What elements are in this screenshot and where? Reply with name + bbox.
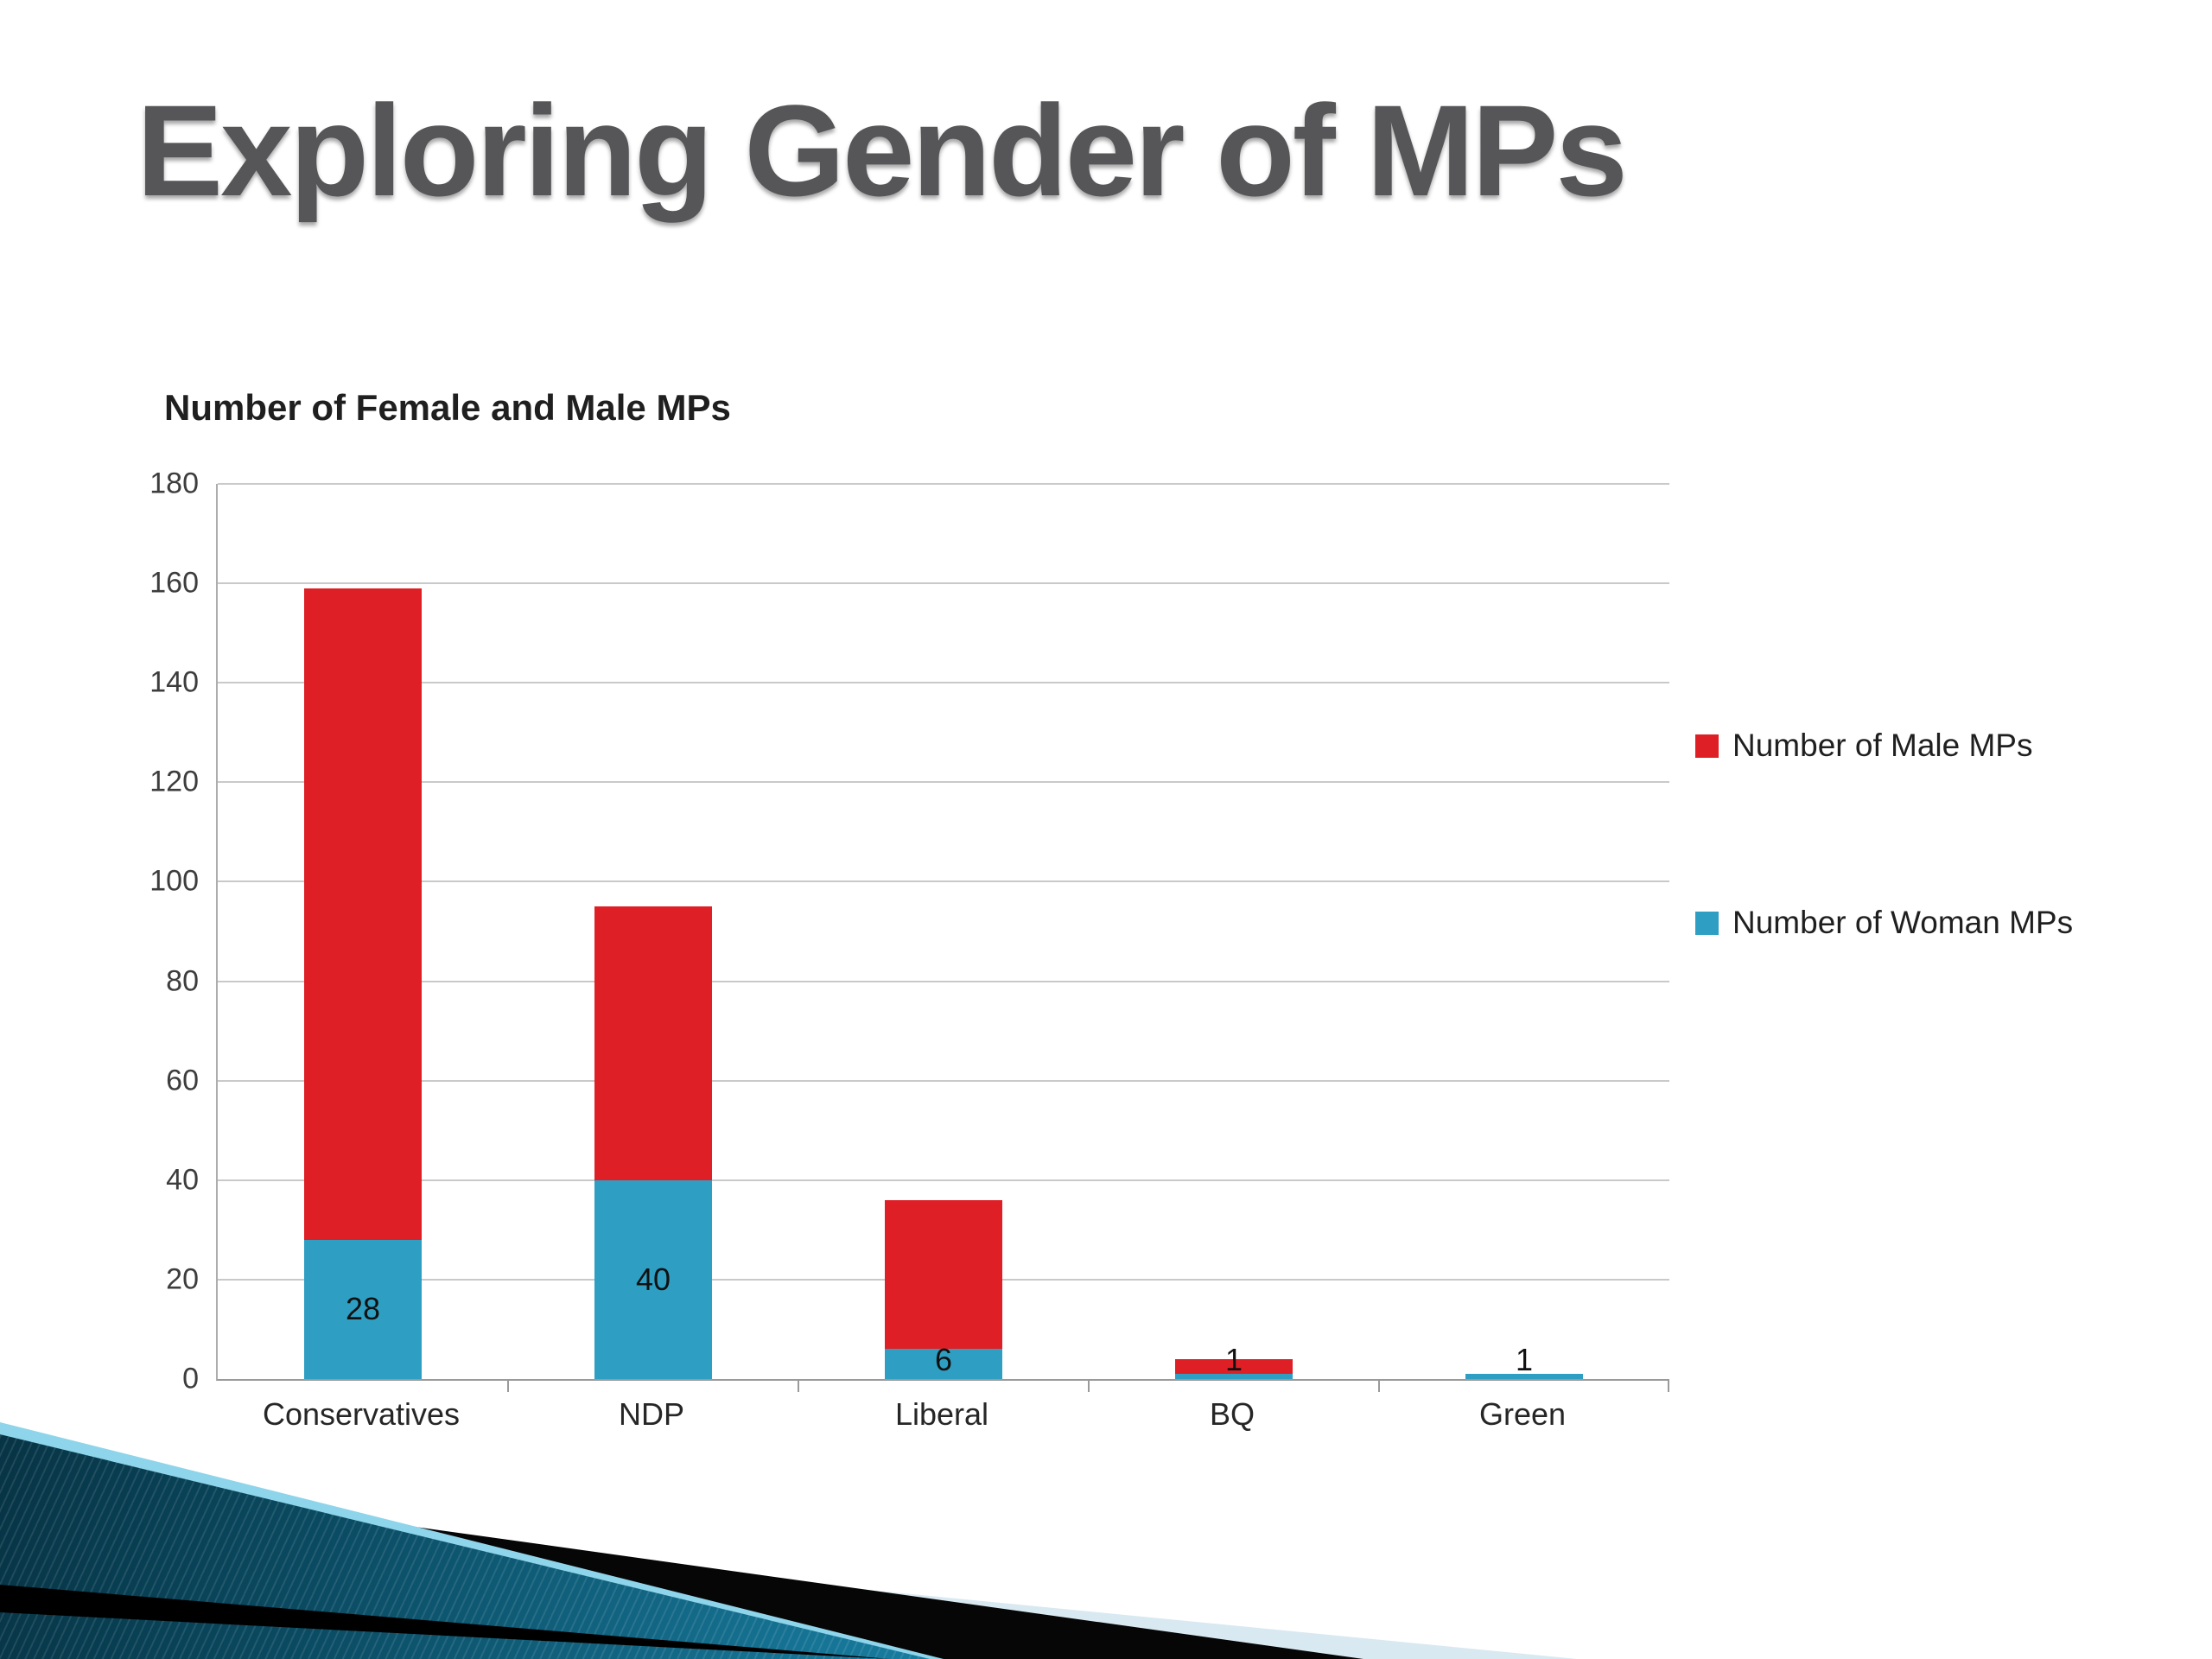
bar-value-label: 1 <box>1515 1342 1534 1377</box>
male-segment <box>304 588 422 1240</box>
bar-value-label: 40 <box>635 1261 671 1297</box>
x-axis-labels: Conservatives NDP Liberal BQ Green <box>216 1396 1668 1448</box>
y-tick-label: 100 <box>149 864 199 898</box>
legend-item: Number of Male MPs <box>1695 728 2033 764</box>
legend-swatch <box>1695 734 1719 758</box>
y-tick-label: 60 <box>166 1064 199 1097</box>
male-segment <box>885 1199 1002 1350</box>
chart-title: Number of Female and Male MPs <box>164 387 731 428</box>
bar-green <box>1465 1374 1583 1379</box>
gridline <box>218 880 1669 883</box>
female-segment <box>885 1349 1002 1379</box>
y-tick-label: 120 <box>149 765 199 798</box>
x-axis-label: Conservatives <box>262 1396 461 1432</box>
y-tick-label: 0 <box>182 1362 199 1395</box>
slide-title: Exploring Gender of MPs <box>137 78 1628 223</box>
x-axis-label: Liberal <box>894 1396 989 1432</box>
female-segment <box>304 1239 422 1379</box>
legend: Number of Male MPs Number of Woman MPs <box>1695 728 2196 1090</box>
y-tick-label: 20 <box>166 1262 199 1296</box>
female-segment <box>1465 1374 1583 1379</box>
y-tick-label: 160 <box>149 566 199 600</box>
gridline <box>218 1079 1669 1082</box>
axis-tick <box>507 1379 509 1392</box>
bar-conservatives <box>304 588 422 1379</box>
axis-tick <box>1668 1379 1669 1392</box>
plot-area: 28 40 6 1 1 <box>216 483 1669 1392</box>
bar-value-label: 1 <box>1224 1342 1243 1377</box>
female-segment <box>594 1179 712 1379</box>
y-tick-label: 40 <box>166 1163 199 1197</box>
gridline <box>218 682 1669 684</box>
bar-ndp <box>594 906 712 1379</box>
gridline <box>218 980 1669 982</box>
legend-label: Number of Woman MPs <box>1732 905 2074 940</box>
axis-tick <box>1088 1379 1090 1392</box>
gridline <box>218 483 1669 485</box>
legend-label: Number of Male MPs <box>1732 728 2033 763</box>
y-tick-label: 180 <box>149 467 199 500</box>
y-tick-label: 80 <box>166 964 199 998</box>
x-axis-label: NDP <box>618 1396 684 1432</box>
axis-tick <box>798 1379 799 1392</box>
bar-value-label: 28 <box>345 1291 381 1327</box>
axis-tick <box>1378 1379 1380 1392</box>
gridline <box>218 1179 1669 1181</box>
gridline <box>218 582 1669 585</box>
gridline <box>218 781 1669 784</box>
female-segment <box>1175 1374 1293 1379</box>
y-axis-labels: 0 20 40 60 80 100 120 140 160 180 <box>78 467 199 1395</box>
male-segment <box>1175 1358 1293 1375</box>
y-tick-label: 140 <box>149 665 199 699</box>
legend-swatch <box>1695 911 1719 935</box>
x-axis-label: Green <box>1478 1396 1567 1432</box>
x-axis-label: BQ <box>1209 1396 1255 1432</box>
male-segment <box>594 906 712 1180</box>
bar-liberal <box>885 1199 1002 1379</box>
bar-value-label: 6 <box>934 1342 953 1377</box>
legend-item: Number of Woman MPs <box>1695 905 2073 941</box>
bar-bq <box>1175 1358 1293 1379</box>
